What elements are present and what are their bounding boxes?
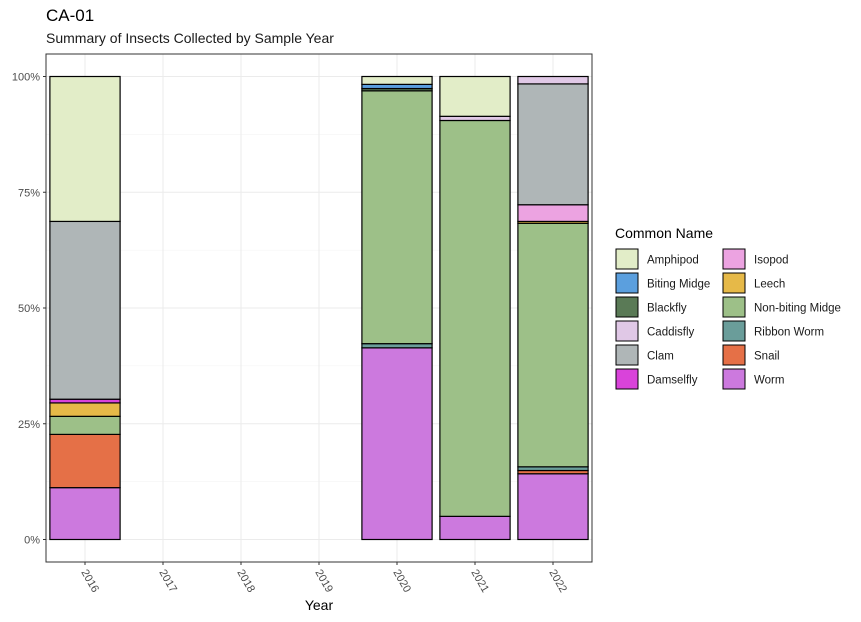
bar-segment <box>517 83 589 206</box>
x-tick-label: 2021 <box>468 568 491 595</box>
bar-segment <box>439 75 511 117</box>
x-tick-label: 2018 <box>234 568 257 595</box>
bar-stacks <box>49 75 589 541</box>
legend-label: Clam <box>647 351 674 363</box>
legend-label: Biting Midge <box>647 279 710 291</box>
chart-title: CA-01 <box>46 6 94 25</box>
legend-key <box>615 272 639 294</box>
legend-key <box>722 368 746 390</box>
legend-key <box>722 344 746 366</box>
legend-label: Ribbon Worm <box>754 327 824 339</box>
legend-key <box>722 248 746 270</box>
legend-key <box>615 344 639 366</box>
y-tick-label: 75% <box>18 187 40 199</box>
bar-segment <box>49 75 121 223</box>
bar-segment <box>361 90 433 345</box>
legend-label: Isopod <box>754 255 789 267</box>
legend-key <box>615 368 639 390</box>
bar-segment <box>517 204 589 223</box>
x-tick-label: 2019 <box>312 568 335 595</box>
legend-label: Damselfly <box>647 375 698 387</box>
legend-key <box>615 248 639 270</box>
legend-label: Amphipod <box>647 255 699 267</box>
bar-segment <box>49 402 121 417</box>
legend-key <box>722 272 746 294</box>
legend-label: Non-biting Midge <box>754 303 841 315</box>
x-tick-label: 2022 <box>546 568 569 595</box>
bar-segment <box>49 433 121 489</box>
x-axis: 2016 2017 2018 2019 2020 2021 2022 <box>78 562 569 595</box>
bar-segment <box>361 347 433 541</box>
y-axis: 0% 25% 50% 75% 100% <box>12 72 46 547</box>
bar-segment <box>439 119 511 517</box>
legend: Common Name Amphipod Biting Midge Blackfly… <box>615 225 841 390</box>
bar-segment <box>49 487 121 541</box>
bar-segment <box>439 115 511 122</box>
legend-label: Blackfly <box>647 303 687 315</box>
legend-label: Snail <box>754 351 780 363</box>
legend-key <box>722 296 746 318</box>
y-tick-label: 25% <box>18 419 40 431</box>
chart-subtitle: Summary of Insects Collected by Sample Y… <box>46 30 334 46</box>
legend-key <box>722 320 746 342</box>
legend-label: Leech <box>754 279 785 291</box>
bar-segment <box>517 222 589 468</box>
legend-label: Worm <box>754 375 784 387</box>
bar-segment <box>361 75 433 85</box>
bar-segment <box>49 220 121 400</box>
bar-segment <box>439 515 511 541</box>
y-tick-label: 100% <box>12 72 40 84</box>
bar-segment <box>361 83 433 90</box>
bar-segment <box>49 415 121 435</box>
bar-segment <box>361 343 433 349</box>
legend-key <box>615 296 639 318</box>
y-tick-label: 50% <box>18 303 40 315</box>
legend-label: Caddisfly <box>647 327 695 339</box>
x-axis-title: Year <box>305 597 334 613</box>
x-tick-label: 2016 <box>78 568 101 595</box>
x-tick-label: 2020 <box>390 568 413 595</box>
legend-key <box>615 320 639 342</box>
x-tick-label: 2017 <box>156 568 179 595</box>
legend-title: Common Name <box>615 225 713 241</box>
y-tick-label: 0% <box>24 535 40 547</box>
bar-segment <box>517 473 589 541</box>
bar-segment <box>517 75 589 85</box>
